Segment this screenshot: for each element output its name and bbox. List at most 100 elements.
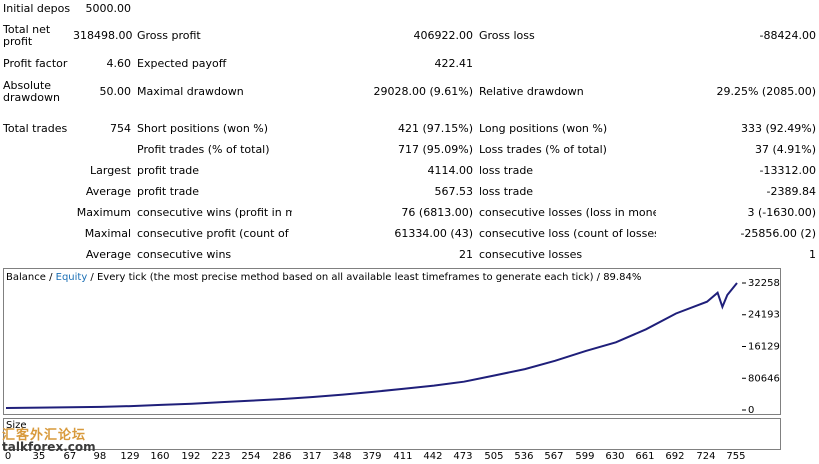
balance-chart: Balance / Equity / Every tick (the most … — [3, 268, 781, 415]
report-label: Largest — [90, 163, 131, 177]
x-tick-label: 473 — [453, 451, 473, 462]
report-label: profit trade — [137, 184, 200, 198]
report-label: consecutive profit (count of wins) — [137, 226, 292, 240]
report-label — [656, 0, 819, 18]
report-value: 406922.00 — [413, 29, 474, 42]
report-label — [70, 139, 134, 160]
y-tick-label: 241939 — [748, 310, 780, 321]
report-value: 3 (-1630.00) — [747, 205, 816, 219]
report-label: consecutive losses (loss in money) — [479, 205, 656, 219]
balance-series-line — [5, 282, 738, 409]
report-row: Average profit trade 567.53 loss trade -2389… — [0, 181, 819, 202]
report-label — [656, 54, 819, 74]
report-label — [0, 181, 70, 202]
report-label — [476, 54, 656, 74]
report-value: -25856.00 (2) — [740, 226, 816, 240]
report-label: Maximal — [84, 226, 131, 240]
report-label: loss trade — [479, 184, 534, 198]
report-value: 5000.00 — [85, 2, 132, 15]
y-tick-label: 80646 — [748, 373, 780, 384]
x-tick-label: 348 — [332, 451, 352, 462]
report-label: Initial deposit — [3, 2, 70, 15]
report-value: -13312.00 — [759, 163, 816, 177]
report-row: Average consecutive wins 21 consecutive los… — [0, 244, 819, 265]
report-label: Profit factor — [3, 57, 68, 70]
report-label: Expected payoff — [137, 57, 227, 70]
x-tick-label: 724 — [696, 451, 716, 462]
report-value: 567.53 — [434, 184, 474, 198]
x-tick-label: 411 — [393, 451, 413, 462]
report-row — [0, 110, 819, 118]
watermark-site: talkforex.com — [2, 440, 96, 454]
report-value: 318498.00 — [73, 29, 133, 42]
report-table: Initial deposit 5000.00 Total net profit 31… — [0, 0, 819, 265]
report-label — [0, 202, 70, 223]
x-tick-label: 98 — [93, 451, 107, 462]
x-tick-label: 254 — [241, 451, 261, 462]
report-label — [292, 0, 476, 18]
report-label — [134, 0, 292, 18]
report-value: 50.00 — [99, 85, 132, 98]
report-label: Total net profit — [3, 23, 51, 48]
chart-title-equity: Equity — [55, 272, 88, 283]
report-row: Total trades 754 Short positions (won %) 42… — [0, 118, 819, 139]
report-label: Average — [85, 247, 131, 261]
report-label: Gross loss — [479, 29, 535, 42]
report-label: Relative drawdown — [479, 85, 584, 98]
x-tick-label: 755 — [726, 451, 746, 462]
report-value: 76 (6813.00) — [401, 205, 473, 219]
report-label: Maximal drawdown — [137, 85, 244, 98]
x-tick-label: 442 — [423, 451, 443, 462]
report-label: profit trade — [137, 163, 200, 177]
report-label: Total trades — [3, 121, 68, 135]
x-tick-label: 599 — [575, 451, 595, 462]
report-label: Profit trades (% of total) — [137, 142, 270, 156]
report-value: 422.41 — [434, 57, 474, 70]
report-row: Maximal consecutive profit (count of wins… — [0, 223, 819, 244]
report-label — [0, 160, 70, 181]
y-tick-label: 0 — [748, 405, 754, 414]
report-label: Loss trades (% of total) — [479, 142, 607, 156]
report-label: Long positions (won %) — [479, 121, 608, 135]
size-label: Size — [6, 420, 27, 431]
report-label — [0, 110, 70, 118]
report-label: Maximum — [76, 205, 131, 219]
x-tick-label: 692 — [665, 451, 685, 462]
report-label: Short positions (won %) — [137, 121, 269, 135]
chart-title-description: / Every tick (the most precise method ba… — [87, 272, 642, 283]
report-row: Maximum consecutive wins (profit in money… — [0, 202, 819, 223]
report-label: Absolute drawdown — [3, 79, 60, 104]
x-tick-label: 160 — [150, 451, 170, 462]
report-row: Absolute drawdown 50.00 Maximal drawdown 29… — [0, 74, 819, 110]
x-axis: 0 35 67 98 129 160 192 223 254 286 317 348 379 411 442… — [0, 450, 819, 464]
x-tick-label: 286 — [272, 451, 292, 462]
x-tick-label: 630 — [605, 451, 625, 462]
report-row: Largest profit trade 4114.00 loss trade -133… — [0, 160, 819, 181]
x-tick-label: 661 — [635, 451, 655, 462]
report-label: loss trade — [479, 163, 534, 177]
report-label — [476, 110, 656, 118]
x-tick-label: 505 — [484, 451, 504, 462]
report-label — [656, 110, 819, 118]
report-label — [292, 110, 476, 118]
x-tick-label: 192 — [181, 451, 201, 462]
report-row: Initial deposit 5000.00 — [0, 0, 819, 18]
report-value: 1 — [809, 247, 816, 261]
chart-title-balance: Balance — [6, 272, 46, 283]
report-label: Gross profit — [137, 29, 201, 42]
x-tick-label: 67 — [63, 451, 77, 462]
report-value: 37 (4.91%) — [754, 142, 816, 156]
report-value: 333 (92.49%) — [740, 121, 816, 135]
report-label — [0, 139, 70, 160]
x-tick-label: 379 — [362, 451, 382, 462]
chart-title: Balance / Equity / Every tick (the most … — [6, 272, 641, 283]
report-row: Profit trades (% of total) 717 (95.09%) Lo… — [0, 139, 819, 160]
x-tick-label: 35 — [32, 451, 46, 462]
x-tick-label: 0 — [4, 451, 12, 462]
balance-plot: 322585 241939 161293 80646 0 — [5, 278, 780, 414]
report-value: 4114.00 — [427, 163, 474, 177]
report-value: 21 — [459, 247, 473, 261]
chart-title-separator: / — [45, 272, 56, 283]
y-tick-label: 322585 — [748, 278, 780, 289]
report-value: 4.60 — [106, 57, 132, 70]
